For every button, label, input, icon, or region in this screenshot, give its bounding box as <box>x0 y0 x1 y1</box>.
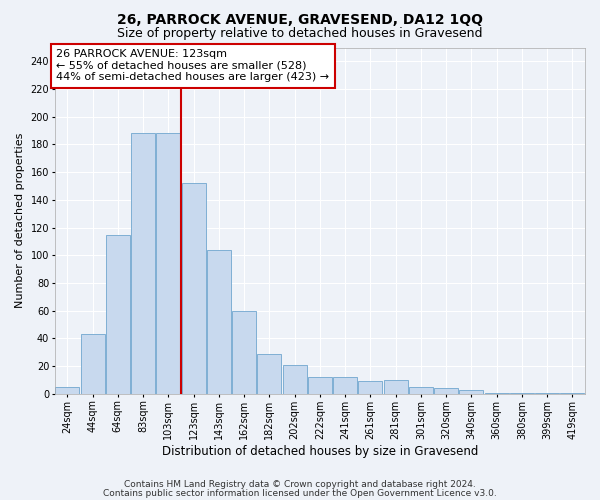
Bar <box>460 390 484 394</box>
Bar <box>358 382 382 394</box>
Y-axis label: Number of detached properties: Number of detached properties <box>15 133 25 308</box>
Bar <box>535 392 559 394</box>
X-axis label: Distribution of detached houses by size in Gravesend: Distribution of detached houses by size … <box>161 444 478 458</box>
Bar <box>383 380 407 394</box>
Bar <box>55 387 79 394</box>
Bar <box>106 234 130 394</box>
Bar <box>232 311 256 394</box>
Bar <box>333 378 357 394</box>
Bar <box>257 354 281 394</box>
Text: Contains HM Land Registry data © Crown copyright and database right 2024.: Contains HM Land Registry data © Crown c… <box>124 480 476 489</box>
Bar <box>131 134 155 394</box>
Bar <box>157 134 181 394</box>
Text: Size of property relative to detached houses in Gravesend: Size of property relative to detached ho… <box>117 28 483 40</box>
Bar <box>283 365 307 394</box>
Bar <box>434 388 458 394</box>
Bar <box>485 392 509 394</box>
Text: 26 PARROCK AVENUE: 123sqm
← 55% of detached houses are smaller (528)
44% of semi: 26 PARROCK AVENUE: 123sqm ← 55% of detac… <box>56 49 329 82</box>
Bar <box>409 387 433 394</box>
Bar <box>182 184 206 394</box>
Text: Contains public sector information licensed under the Open Government Licence v3: Contains public sector information licen… <box>103 488 497 498</box>
Bar <box>308 378 332 394</box>
Text: 26, PARROCK AVENUE, GRAVESEND, DA12 1QQ: 26, PARROCK AVENUE, GRAVESEND, DA12 1QQ <box>117 12 483 26</box>
Bar <box>80 334 104 394</box>
Bar <box>510 392 534 394</box>
Bar <box>207 250 231 394</box>
Bar <box>560 392 584 394</box>
